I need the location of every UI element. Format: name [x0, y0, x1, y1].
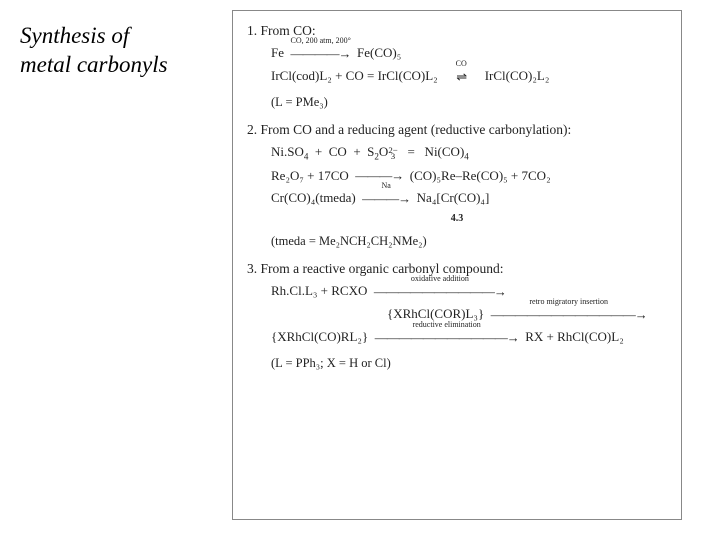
title-line-1: Synthesis of: [20, 23, 129, 48]
eq-3-3-right: RX + RhCl(CO)L₂: [525, 329, 624, 344]
eq-3-1-left: Rh.Cl.L₃ + RCXO: [271, 283, 367, 298]
eq-2-3-left: Cr(CO)₄(tmeda): [271, 190, 356, 205]
eq-2-3: Cr(CO)₄(tmeda) Na ———→ Na₄[Cr(CO)₄]: [271, 190, 667, 207]
synthesis-panel: 1. From CO: Fe CO, 200 atm, 200° ————→ F…: [232, 10, 682, 520]
title-line-2: metal carbonyls: [20, 52, 168, 77]
eq-3-1-arrow: oxidative addition ——————————→: [374, 284, 506, 300]
eq-1-2-arrow-label: CO: [444, 59, 478, 68]
eq-2-3-arrow: Na ———→: [362, 191, 410, 207]
eq-2-3-arrow-label: Na: [362, 181, 410, 190]
eq-1-2-right: IrCl(CO)₂L₂: [485, 68, 550, 83]
eq-2-2-left: Re₂O₇ + 17CO: [271, 168, 349, 183]
section-2-heading: 2. From CO and a reducing agent (reducti…: [247, 122, 667, 138]
eq-3-2-arrow-label: retro migratory insertion: [491, 297, 647, 306]
section-2-note: (tmeda = Me₂NCH₂CH₂NMe₂): [271, 234, 667, 249]
eq-1-2-arrow: CO ⇌: [444, 69, 478, 85]
eq-1-2: IrCl(cod)L₂ + CO = IrCl(CO)L₂ CO ⇌ IrCl(…: [271, 68, 667, 85]
eq-3-3-left: {XRhCl(CO)RL₂}: [271, 329, 368, 344]
section-2-eqnum: 4.3: [247, 213, 667, 224]
eq-1-1-arrow-label: CO, 200 atm, 200°: [291, 36, 351, 45]
eq-3-1-arrow-label: oxidative addition: [374, 274, 506, 283]
eq-2-2: Re₂O₇ + 17CO ———→ (CO)₅Re–Re(CO)₅ + 7CO₂: [271, 168, 667, 184]
eq-2-3-right: Na₄[Cr(CO)₄]: [417, 190, 490, 205]
eq-1-1-arrow: CO, 200 atm, 200° ————→: [291, 46, 351, 62]
eq-3-2-left: {XRhCl(COR)L₃}: [387, 306, 484, 321]
eq-3-3-arrow: reductive elimination ———————————→: [375, 330, 519, 346]
eq-1-1-right: Fe(CO)₅: [357, 45, 401, 60]
page-title: Synthesis of metal carbonyls: [20, 22, 168, 80]
eq-2-1: Ni.SO4 + CO + S2O2−3 = Ni(CO)4: [271, 144, 667, 162]
eq-2-2-right: (CO)₅Re–Re(CO)₅ + 7CO₂: [410, 168, 551, 183]
eq-1-2-left: IrCl(cod)L₂ + CO = IrCl(CO)L₂: [271, 68, 438, 83]
eq-3-3: {XRhCl(CO)RL₂} reductive elimination ———…: [271, 329, 667, 346]
eq-3-3-arrow-label: reductive elimination: [375, 320, 519, 329]
eq-1-1-left: Fe: [271, 45, 284, 60]
section-1-note: (L = PMe₃): [271, 95, 667, 110]
section-3-note: (L = PPh₃; X = H or Cl): [271, 356, 667, 371]
